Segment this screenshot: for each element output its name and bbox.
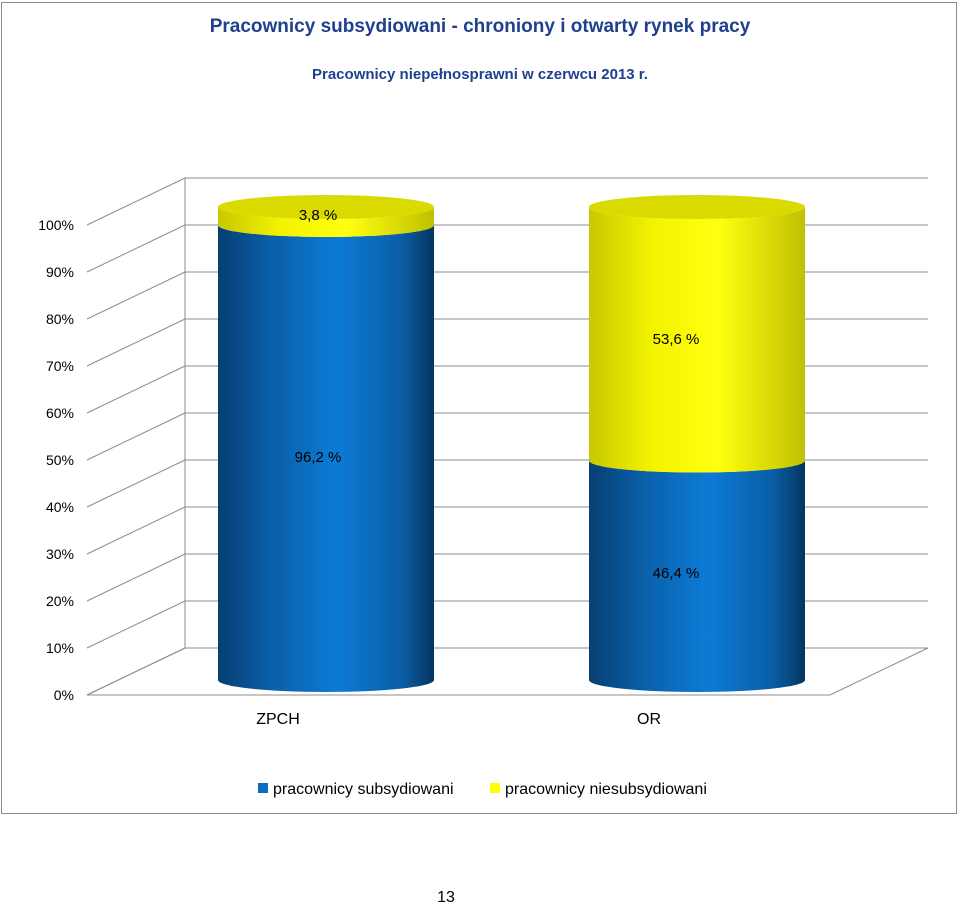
gridline-side bbox=[86, 412, 186, 461]
bar-OR-subsidized bbox=[589, 460, 805, 692]
data-label: 3,8 % bbox=[299, 207, 337, 224]
y-axis-ticks: 0% 10% 20% 30% 40% 50% 60% 70% 80% 90% 100% bbox=[38, 217, 74, 703]
legend-swatch-subsidized bbox=[258, 783, 268, 793]
gridline-side bbox=[86, 318, 186, 367]
bar-ZPCH-subsidized bbox=[218, 224, 434, 692]
y-tick-label: 20% bbox=[46, 593, 74, 609]
gridline-side bbox=[86, 271, 186, 320]
legend-swatch-unsubsidized bbox=[490, 783, 500, 793]
data-labels: 96,2 % 3,8 % 46,4 % 53,6 % bbox=[295, 207, 700, 582]
bar-top-OR bbox=[589, 195, 805, 219]
bar-top-ZPCH bbox=[218, 195, 434, 219]
bars bbox=[218, 195, 805, 692]
gridline-side bbox=[86, 365, 186, 414]
chart-title: Pracownicy subsydiowani - chroniony i ot… bbox=[209, 16, 751, 37]
bar-OR-unsubsidized bbox=[589, 207, 805, 473]
gridline-side bbox=[86, 224, 186, 273]
y-tick-label: 60% bbox=[46, 405, 74, 421]
y-tick-label: 50% bbox=[46, 452, 74, 468]
legend: pracownicy subsydiowani pracownicy niesub… bbox=[258, 781, 707, 798]
x-tick-label: ZPCH bbox=[256, 711, 300, 728]
chart-subtitle: Pracownicy niepełnosprawni w czerwcu 201… bbox=[312, 66, 648, 83]
gridline-side bbox=[86, 459, 186, 508]
y-tick-label: 30% bbox=[46, 546, 74, 562]
gridline-side bbox=[86, 506, 186, 555]
legend-label: pracownicy niesubsydiowani bbox=[505, 781, 707, 798]
x-axis-ticks: ZPCH OR bbox=[256, 711, 661, 728]
y-tick-label: 100% bbox=[38, 217, 74, 233]
gridline-side bbox=[86, 600, 186, 649]
y-tick-label: 80% bbox=[46, 311, 74, 327]
y-tick-label: 10% bbox=[46, 640, 74, 656]
y-tick-label: 40% bbox=[46, 499, 74, 515]
y-tick-label: 0% bbox=[54, 687, 74, 703]
data-label: 53,6 % bbox=[653, 331, 700, 348]
page-number: 13 bbox=[437, 889, 455, 906]
bar-ZPCH-unsubsidized bbox=[218, 207, 434, 237]
legend-label: pracownicy subsydiowani bbox=[273, 781, 454, 798]
gridline-side bbox=[86, 177, 186, 226]
x-tick-label: OR bbox=[637, 711, 661, 728]
data-label: 46,4 % bbox=[653, 565, 700, 582]
y-tick-label: 70% bbox=[46, 358, 74, 374]
gridline-side bbox=[86, 553, 186, 602]
y-tick-label: 90% bbox=[46, 264, 74, 280]
data-label: 96,2 % bbox=[295, 449, 342, 466]
